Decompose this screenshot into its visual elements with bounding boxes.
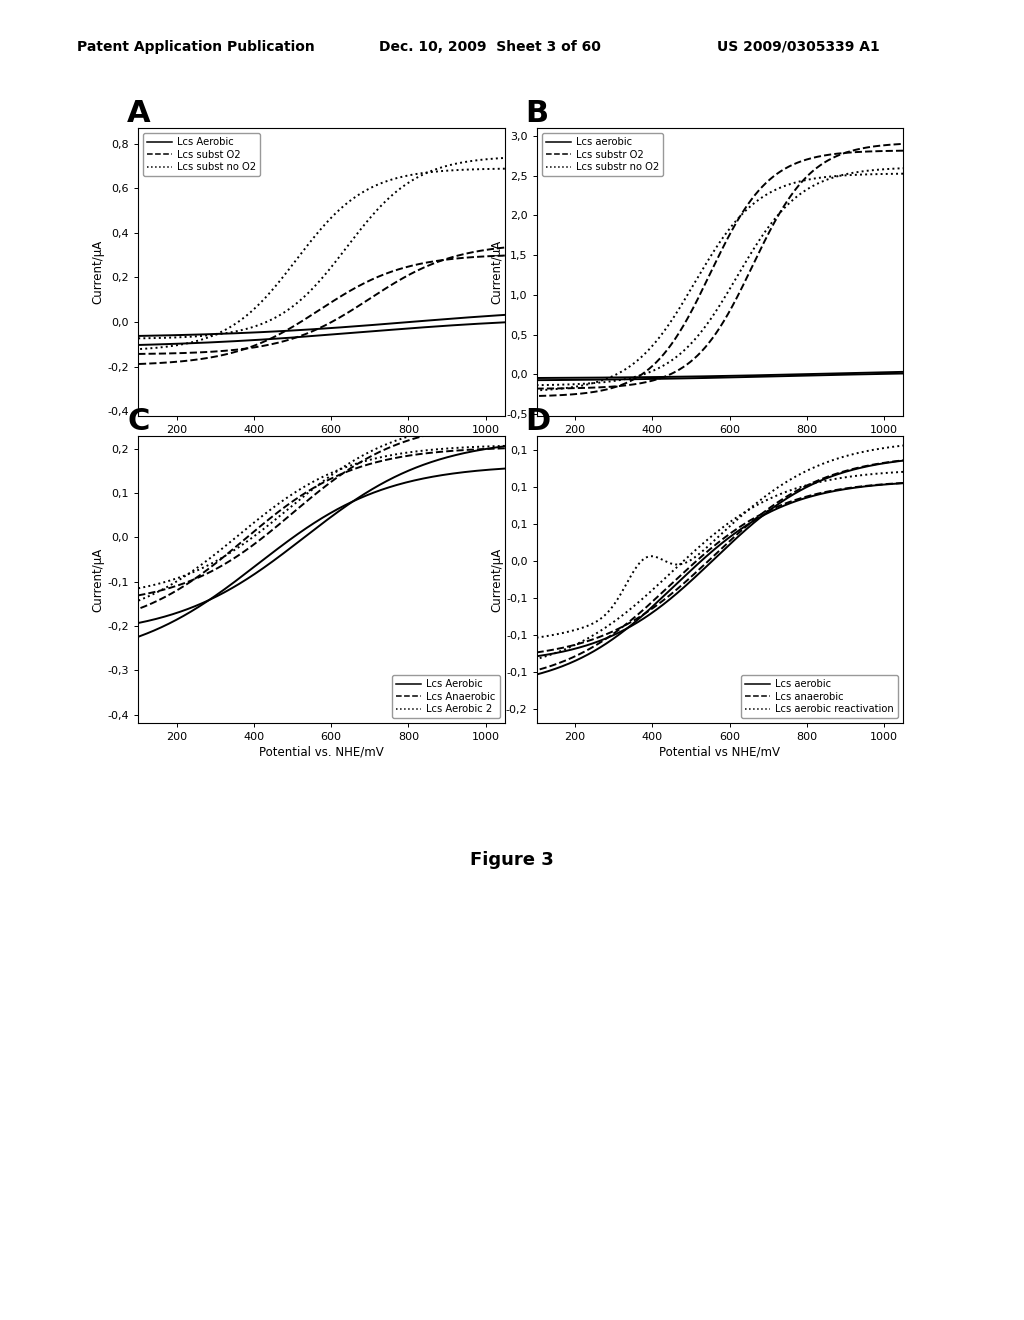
Text: D: D (525, 407, 551, 436)
Text: A: A (127, 99, 151, 128)
X-axis label: Potential vs NHE/mV: Potential vs NHE/mV (659, 746, 780, 758)
Legend: Lcs Aerobic, Lcs Anaerobic, Lcs Aerobic 2: Lcs Aerobic, Lcs Anaerobic, Lcs Aerobic … (392, 676, 500, 718)
Legend: Lcs Aerobic, Lcs subst O2, Lcs subst no O2: Lcs Aerobic, Lcs subst O2, Lcs subst no … (143, 133, 260, 176)
Text: C: C (127, 407, 150, 436)
Text: Figure 3: Figure 3 (470, 851, 554, 870)
Text: Dec. 10, 2009  Sheet 3 of 60: Dec. 10, 2009 Sheet 3 of 60 (379, 40, 601, 54)
X-axis label: Potential vs. NHE/mV: Potential vs. NHE/mV (259, 746, 384, 758)
Text: US 2009/0305339 A1: US 2009/0305339 A1 (717, 40, 880, 54)
Text: Patent Application Publication: Patent Application Publication (77, 40, 314, 54)
Text: B: B (525, 99, 549, 128)
X-axis label: Potential vs NHE/mV: Potential vs NHE/mV (261, 438, 382, 450)
Y-axis label: Current/μA: Current/μA (490, 548, 503, 611)
Legend: Lcs aerobic, Lcs anaerobic, Lcs aerobic reactivation: Lcs aerobic, Lcs anaerobic, Lcs aerobic … (741, 676, 898, 718)
X-axis label: Potential vs NHE/mV: Potential vs NHE/mV (659, 438, 780, 450)
Y-axis label: Current/μA: Current/μA (490, 240, 503, 304)
Legend: Lcs aerobic, Lcs substr O2, Lcs substr no O2: Lcs aerobic, Lcs substr O2, Lcs substr n… (542, 133, 663, 176)
Y-axis label: Current/μA: Current/μA (92, 548, 104, 611)
Y-axis label: Current/μA: Current/μA (92, 240, 104, 304)
